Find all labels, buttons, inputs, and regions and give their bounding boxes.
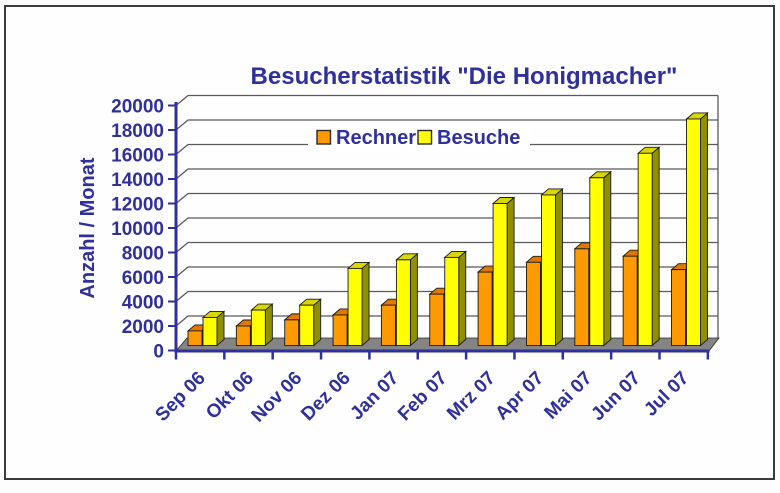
besucherstatistik-bar-chart: 0 2000 4000 6000 8000 10000 12000 14000 16000 180… — [6, 7, 780, 493]
chart-frame: 0 2000 4000 6000 8000 10000 12000 14000 16000 180… — [4, 5, 775, 480]
bar-besuche-8 — [590, 172, 611, 346]
bar-besuche-4 — [396, 254, 417, 346]
chart-title: Besucherstatistik "Die Honigmacher" — [251, 63, 678, 90]
bar-besuche-10 — [687, 113, 708, 346]
x-tick-label: Jul 07 — [640, 368, 693, 421]
bar-besuche-3 — [348, 262, 369, 345]
y-tick-label: 10000 — [111, 219, 164, 240]
x-tick-label: Jan 07 — [346, 368, 403, 425]
gridline — [176, 194, 718, 204]
x-tick-label: Jun 07 — [587, 368, 644, 425]
legend-swatch-besuche — [418, 131, 432, 145]
bar-besuche-1 — [251, 304, 272, 345]
y-tick-label: 2000 — [122, 317, 164, 338]
y-tick-label: 6000 — [122, 268, 164, 289]
bar-besuche-2 — [300, 299, 321, 345]
x-tick-label: Feb 07 — [394, 368, 451, 425]
y-tick-label: 16000 — [111, 146, 164, 167]
y-axis-title: Anzahl / Monat — [77, 157, 99, 298]
bar-besuche-7 — [541, 189, 562, 346]
legend-label: Besuche — [437, 127, 520, 149]
bar-besuche-6 — [493, 198, 514, 346]
y-tick-label: 20000 — [111, 97, 164, 118]
y-tick-label: 4000 — [122, 293, 164, 314]
legend: Rechner Besuche — [308, 122, 530, 152]
x-tick-label: Sep 06 — [152, 368, 210, 426]
bar-besuche-9 — [638, 147, 659, 345]
gridline — [176, 169, 718, 179]
y-tick-label: 8000 — [122, 244, 164, 265]
legend-label: Rechner — [336, 127, 416, 149]
legend-swatch-rechner — [317, 131, 331, 145]
gridline — [176, 96, 718, 106]
y-tick-label: 0 — [153, 342, 164, 363]
x-tick-label: Mai 07 — [541, 368, 597, 424]
gridline — [176, 218, 718, 228]
y-tick-label: 18000 — [111, 121, 164, 142]
x-tick-label: Dez 06 — [297, 368, 354, 425]
bar-besuche-5 — [445, 251, 466, 345]
y-tick-label: 14000 — [111, 170, 164, 191]
x-tick-label: Mrz 07 — [443, 368, 500, 425]
bar-besuche-0 — [203, 311, 224, 345]
x-tick-label: Nov 06 — [247, 368, 306, 427]
x-tick-label: Apr 07 — [491, 368, 548, 425]
y-tick-label: 12000 — [111, 195, 164, 216]
